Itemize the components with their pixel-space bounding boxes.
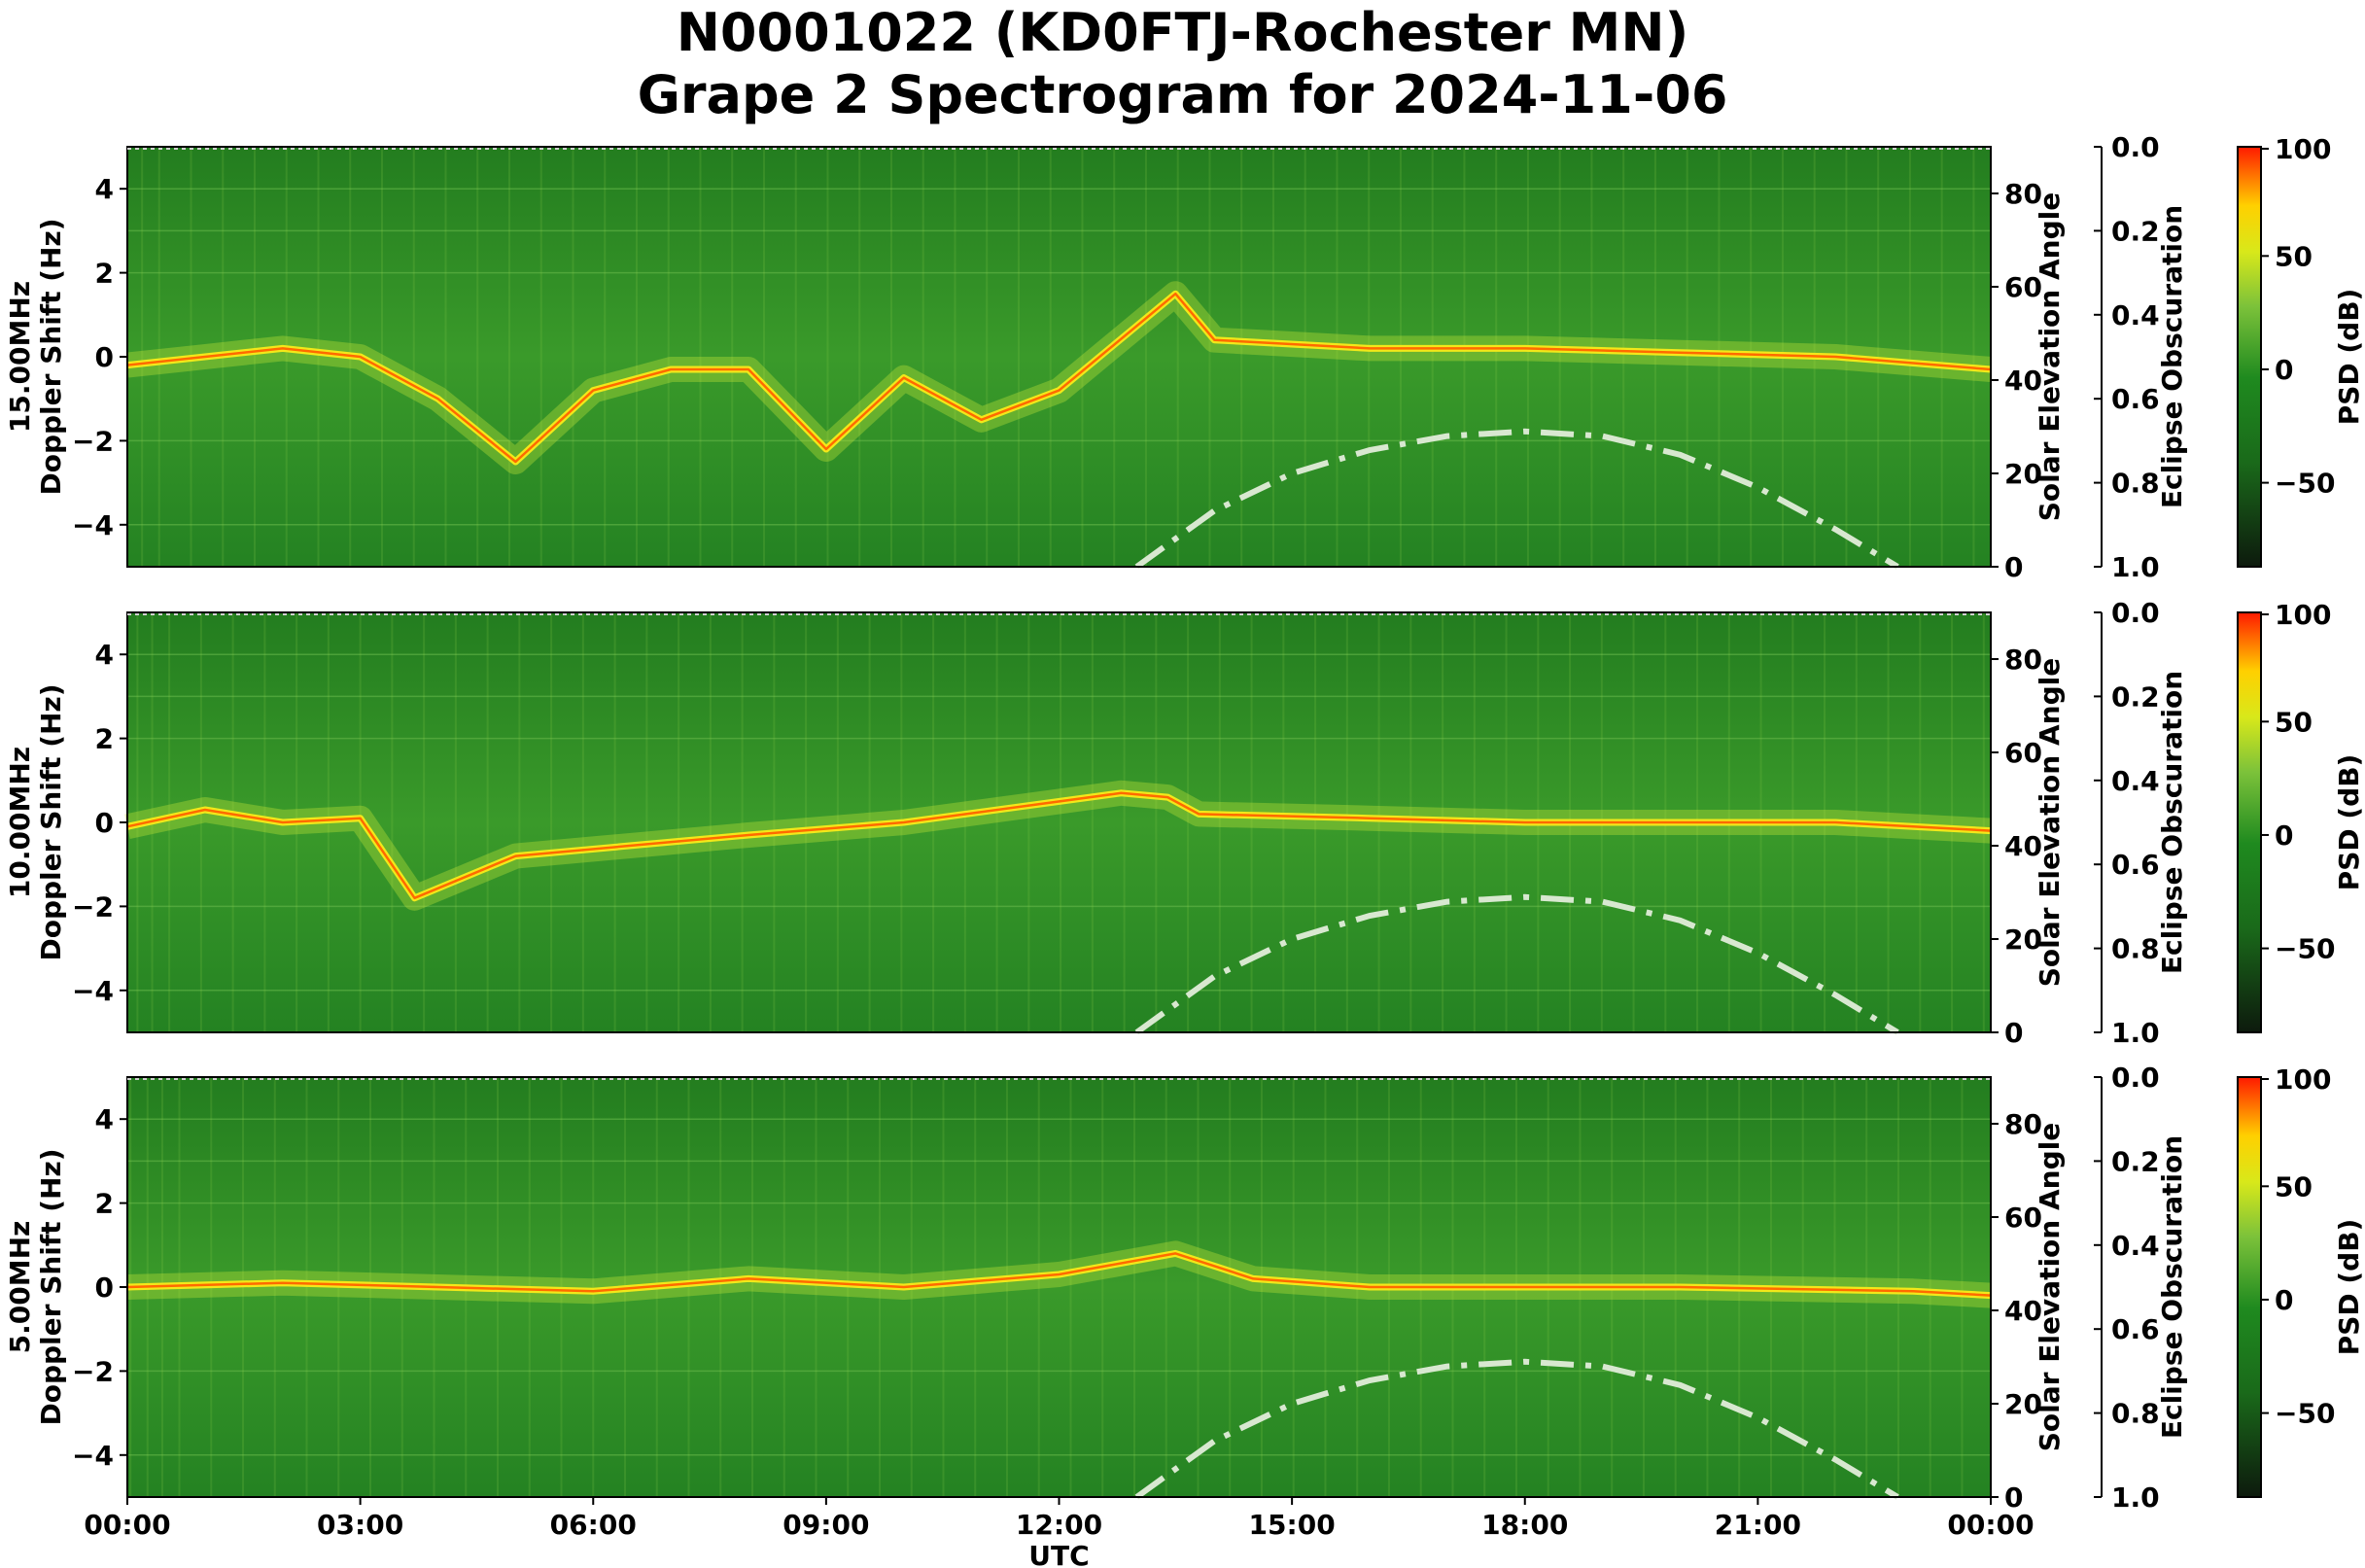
x-tick-label: 00:00	[1947, 1509, 2034, 1541]
y-tick-label: −4	[72, 509, 114, 541]
y-tick-label: 4	[95, 639, 114, 671]
eclipse-tick-label: 0.0	[2111, 131, 2160, 163]
colorbar-tick-label: 50	[2275, 1170, 2313, 1202]
y-tick-label: 4	[95, 173, 114, 205]
colorbar-tick-label: −50	[2275, 468, 2335, 500]
colorbar	[2238, 1077, 2261, 1497]
x-tick-label: 03:00	[317, 1509, 403, 1541]
x-tick-label: 12:00	[1016, 1509, 1102, 1541]
elevation-tick-label: 0	[2004, 1017, 2023, 1049]
eclipse-tick-label: 0.4	[2111, 765, 2160, 797]
colorbar-tick-label: 100	[2275, 1063, 2331, 1096]
colorbar-tick-label: 0	[2275, 819, 2293, 852]
x-tick-label: 15:00	[1249, 1509, 1336, 1541]
eclipse-axis-label: Eclipse Obscuration	[2156, 205, 2188, 508]
colorbar	[2238, 147, 2261, 567]
colorbar-tick-label: 0	[2275, 354, 2293, 386]
eclipse-tick-label: 0.2	[2111, 680, 2160, 713]
y-axis-label-frequency: 10.00MHz	[4, 747, 36, 898]
panel-10.00MHz: 420−2−410.00MHz Doppler Shift (Hz)8060402…	[4, 597, 2365, 1049]
elevation-axis-label: Solar Elevation Angle	[2034, 1123, 2066, 1451]
y-tick-label: −2	[72, 1355, 114, 1387]
elevation-tick-label: 0	[2004, 551, 2023, 583]
eclipse-tick-label: 0.8	[2111, 1398, 2160, 1430]
eclipse-tick-label: 0.0	[2111, 1062, 2160, 1094]
elevation-axis-label: Solar Elevation Angle	[2034, 658, 2066, 987]
y-tick-label: 2	[95, 258, 114, 290]
colorbar-tick-label: −50	[2275, 1398, 2335, 1430]
colorbar-tick-label: 0	[2275, 1284, 2293, 1316]
eclipse-tick-label: 0.8	[2111, 468, 2160, 500]
y-tick-label: −2	[72, 425, 114, 457]
eclipse-tick-label: 0.6	[2111, 1313, 2160, 1345]
panel-5.00MHz: 420−2−45.00MHz Doppler Shift (Hz)80604020…	[4, 1062, 2365, 1514]
y-tick-label: 2	[95, 723, 114, 755]
colorbar	[2238, 612, 2261, 1032]
eclipse-tick-label: 0.4	[2111, 1230, 2160, 1262]
y-tick-label: −2	[72, 890, 114, 923]
colorbar-tick-label: −50	[2275, 933, 2335, 965]
y-tick-label: 2	[95, 1188, 114, 1220]
y-axis-label-doppler: Doppler Shift (Hz)	[35, 218, 67, 495]
x-tick-label: 09:00	[783, 1509, 869, 1541]
y-axis-label-frequency: 5.00MHz	[4, 1221, 36, 1354]
y-axis-label-doppler: Doppler Shift (Hz)	[35, 1148, 67, 1425]
y-tick-label: −4	[72, 975, 114, 1007]
colorbar-tick-label: 100	[2275, 599, 2331, 631]
y-axis-label-frequency: 15.00MHz	[4, 281, 36, 433]
eclipse-axis-label: Eclipse Obscuration	[2156, 1135, 2188, 1439]
eclipse-tick-label: 0.6	[2111, 849, 2160, 881]
eclipse-tick-label: 0.2	[2111, 215, 2160, 247]
colorbar-tick-label: 50	[2275, 240, 2313, 272]
colorbar-label: PSD (dB)	[2333, 1219, 2365, 1356]
y-tick-label: 0	[95, 1272, 114, 1304]
colorbar-tick-label: 50	[2275, 706, 2313, 738]
eclipse-tick-label: 0.2	[2111, 1145, 2160, 1177]
colorbar-label: PSD (dB)	[2333, 754, 2365, 891]
x-tick-label: 18:00	[1481, 1509, 1568, 1541]
eclipse-tick-label: 0.6	[2111, 383, 2160, 415]
elevation-axis-label: Solar Elevation Angle	[2034, 192, 2066, 521]
colorbar-label: PSD (dB)	[2333, 289, 2365, 426]
x-tick-label: 06:00	[550, 1509, 637, 1541]
eclipse-tick-label: 1.0	[2111, 1017, 2160, 1049]
panel-15.00MHz: 420−2−415.00MHz Doppler Shift (Hz)8060402…	[4, 131, 2365, 583]
colorbar-tick-label: 100	[2275, 133, 2331, 165]
x-tick-label: 00:00	[84, 1509, 170, 1541]
y-tick-label: 0	[95, 807, 114, 839]
y-tick-label: 4	[95, 1103, 114, 1135]
eclipse-tick-label: 0.8	[2111, 933, 2160, 965]
eclipse-tick-label: 0.0	[2111, 597, 2160, 629]
y-axis-label-doppler: Doppler Shift (Hz)	[35, 683, 67, 960]
y-tick-label: 0	[95, 341, 114, 373]
eclipse-axis-label: Eclipse Obscuration	[2156, 671, 2188, 974]
x-axis-label: UTC	[1028, 1540, 1089, 1568]
y-tick-label: −4	[72, 1440, 114, 1472]
x-tick-label: 21:00	[1715, 1509, 1801, 1541]
eclipse-tick-label: 0.4	[2111, 299, 2160, 331]
eclipse-tick-label: 1.0	[2111, 1481, 2160, 1514]
eclipse-tick-label: 1.0	[2111, 551, 2160, 583]
